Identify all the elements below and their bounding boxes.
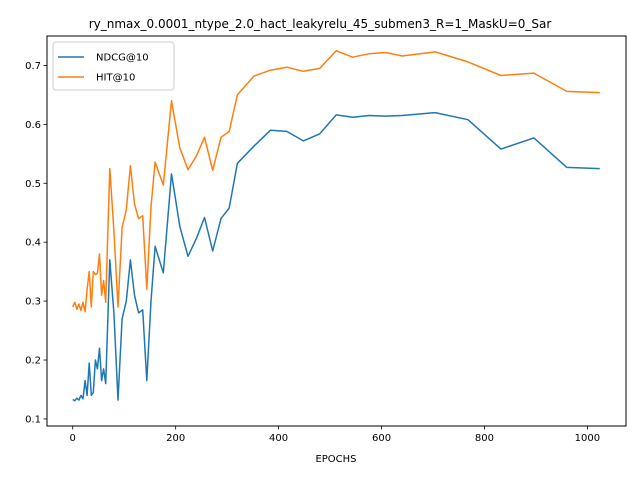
y-tick-label: 0.7 — [25, 61, 41, 72]
x-tick-label: 800 — [475, 433, 494, 444]
y-axis-ticks: 0.1 0.2 0.3 0.4 0.5 0.6 0.7 — [25, 61, 47, 425]
plot-lines — [72, 49, 600, 402]
legend-label-0: NDCG@10 — [96, 53, 149, 64]
x-tick-label: 0 — [70, 433, 76, 444]
chart-title: ry_nmax_0.0001_ntype_2.0_hact_leakyrelu_… — [89, 17, 552, 31]
y-tick-label: 0.1 — [25, 414, 41, 425]
legend-label-1: HIT@10 — [96, 73, 135, 84]
x-tick-label: 1000 — [575, 433, 600, 444]
x-axis-ticks: 0 200 400 600 800 1000 — [70, 426, 600, 444]
x-tick-label: 600 — [372, 433, 391, 444]
x-tick-label: 200 — [166, 433, 185, 444]
y-tick-label: 0.2 — [25, 356, 41, 367]
y-tick-label: 0.3 — [25, 297, 41, 308]
y-tick-label: 0.6 — [25, 120, 41, 131]
legend: NDCG@10 HIT@10 — [52, 41, 175, 91]
legend-box — [52, 41, 175, 91]
x-tick-label: 400 — [269, 433, 288, 444]
series-line-1 — [72, 49, 600, 313]
series-line-0 — [72, 111, 600, 402]
x-axis-label: EPOCHS — [315, 454, 356, 465]
y-tick-label: 0.5 — [25, 179, 41, 190]
y-tick-label: 0.4 — [25, 238, 41, 249]
plot-frame — [46, 35, 627, 427]
